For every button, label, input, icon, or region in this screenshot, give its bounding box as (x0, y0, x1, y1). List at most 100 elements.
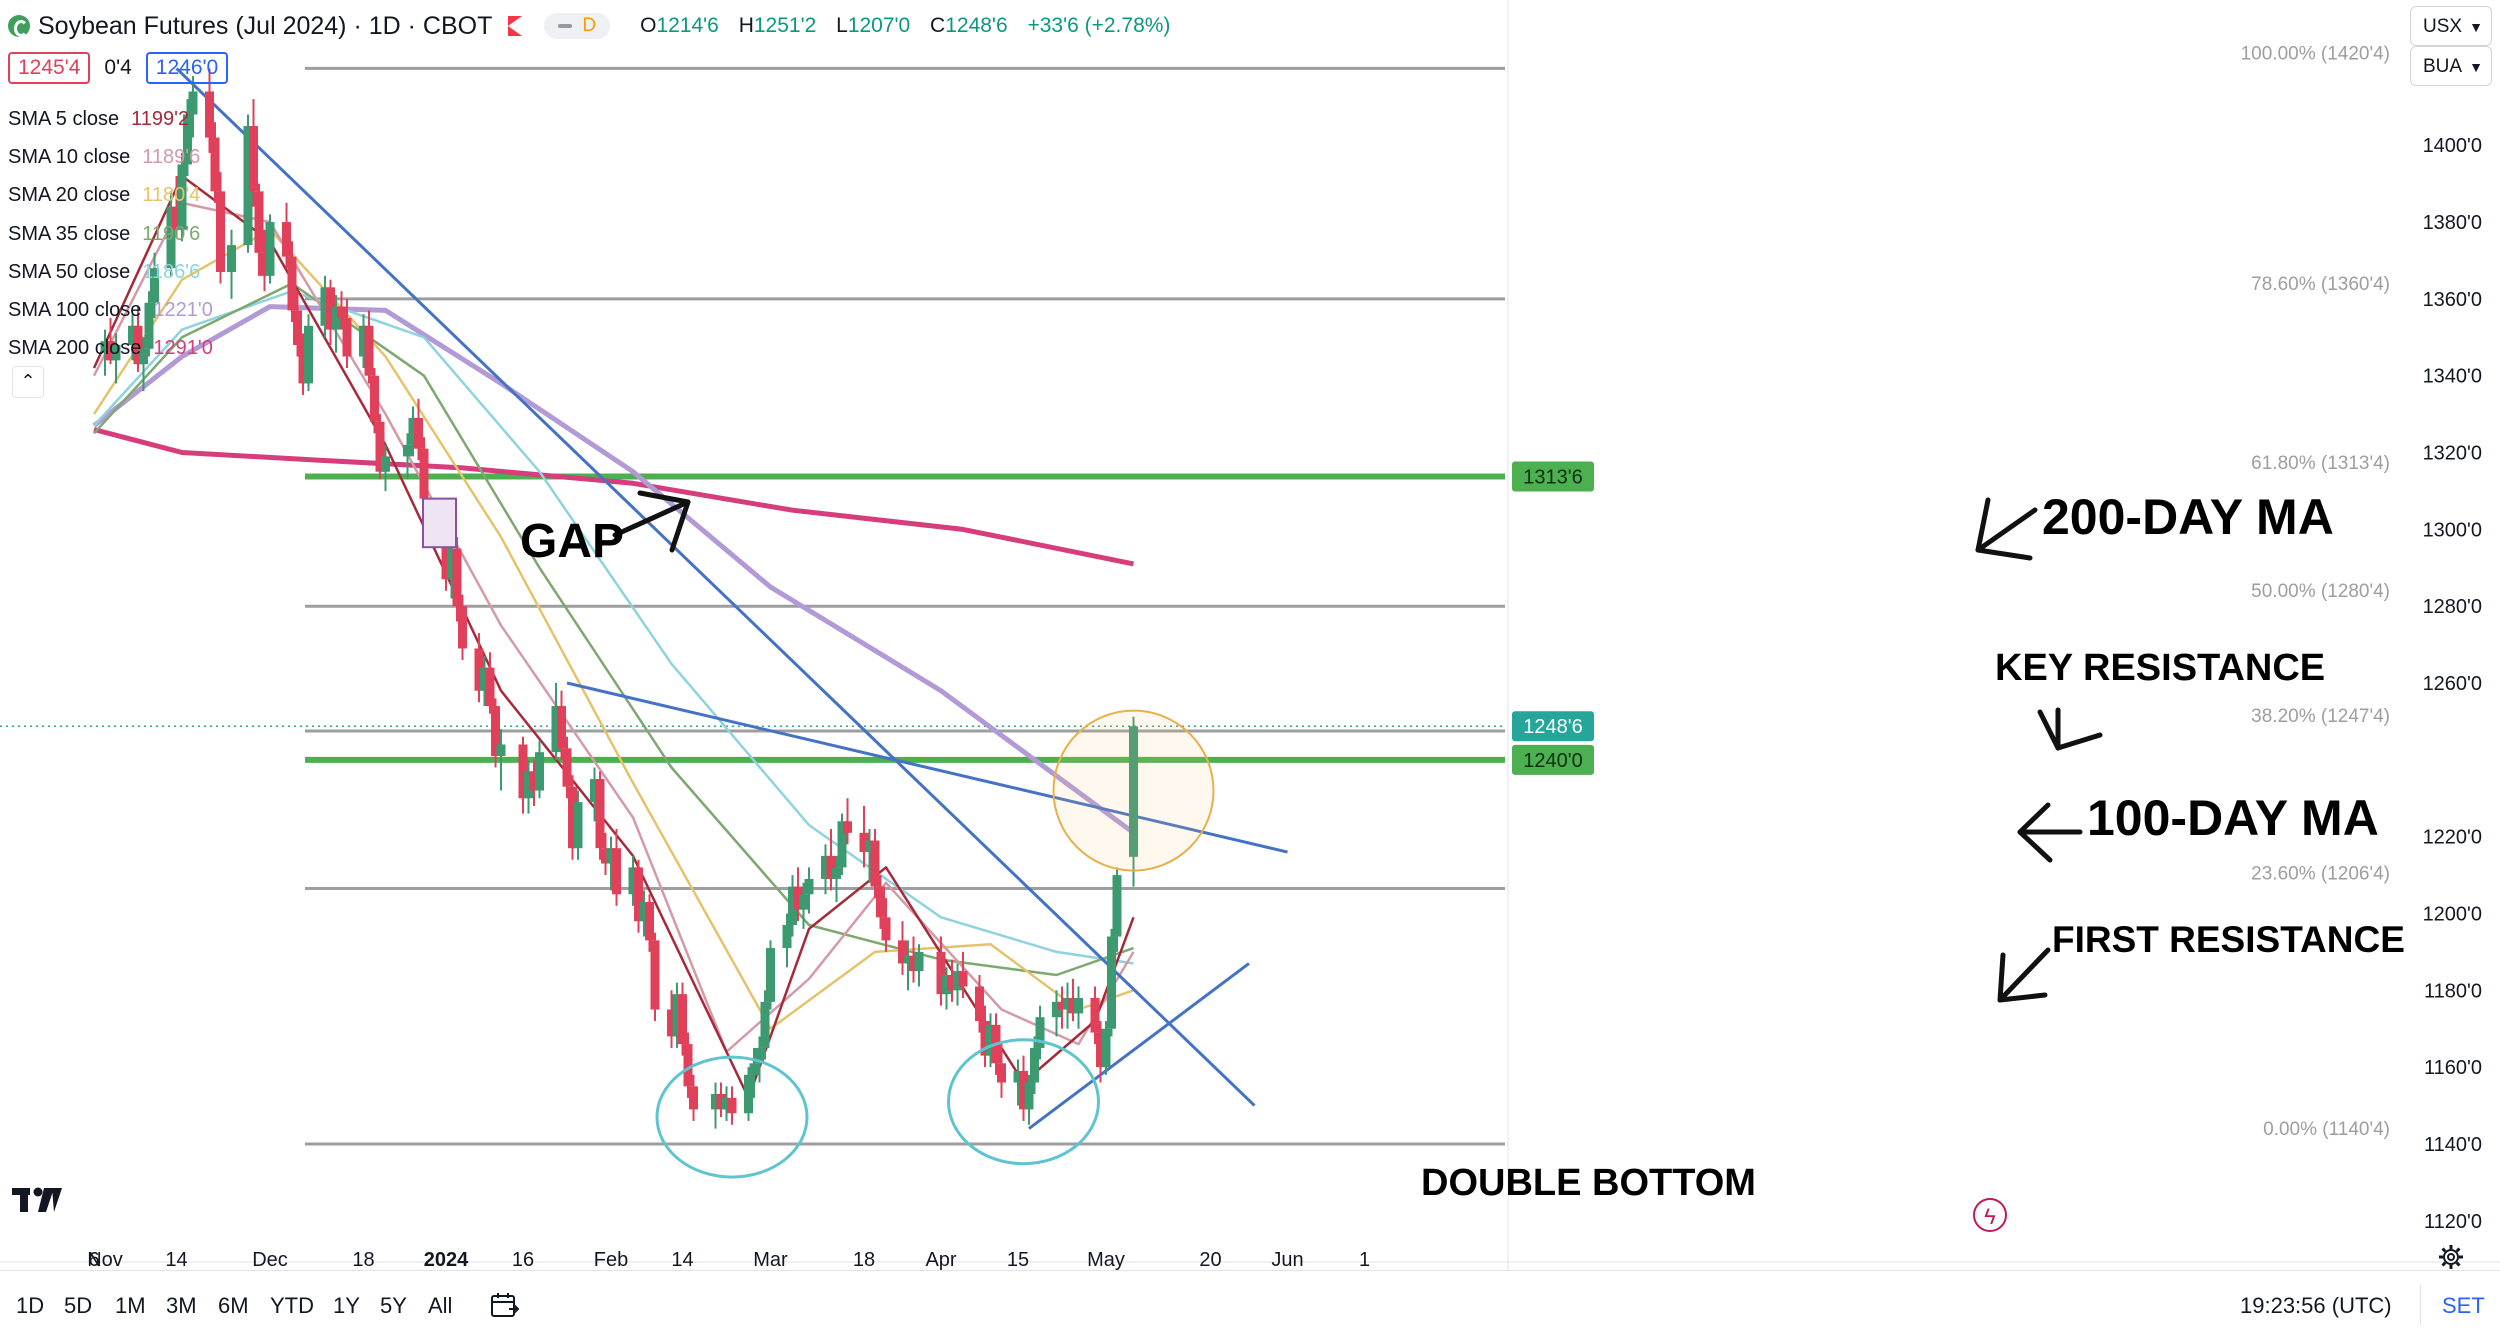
legend-sma5[interactable]: SMA 5 close 1199'2 (8, 108, 190, 130)
candle-body (722, 1097, 731, 1110)
time-tick-label: 6 (88, 1249, 99, 1270)
candle-body (551, 706, 561, 753)
legend-sma10[interactable]: SMA 10 close 1189'6 (8, 146, 201, 169)
candle-body (403, 444, 412, 457)
candle-body (1101, 1028, 1111, 1068)
fib-level-label: 61.80% (1313'4) (2251, 453, 2390, 474)
currency-label: USX (2423, 16, 2463, 37)
candle-body (837, 821, 847, 868)
range-5d-button[interactable]: 5D (64, 1293, 93, 1318)
candle-body (986, 1024, 995, 1056)
candle-body (100, 341, 110, 353)
candle-body (188, 91, 198, 115)
annotation-gap: GAP (520, 515, 625, 568)
price-chart[interactable]: 100.00% (1420'4) 78.60% (1360'4) 61.80% (1… (0, 0, 2500, 1270)
candle-body (419, 448, 429, 499)
bottom-toolbar: 1D 5D 1M 3M 6M YTD 1Y 5Y All 19:23:56 (U… (0, 1270, 2500, 1343)
range-5y-button[interactable]: 5Y (380, 1293, 407, 1318)
tradingview-logo-icon[interactable] (12, 1186, 64, 1214)
unit-select[interactable]: BUA ▼ (2410, 46, 2492, 86)
fib-level-label: 0.00% (1140'4) (2263, 1119, 2390, 1140)
double-bottom-circle-left (655, 1055, 809, 1179)
candle-body (766, 948, 775, 1002)
candle-body (1030, 1047, 1039, 1083)
candle-body (793, 886, 803, 910)
price-tag (1512, 711, 1594, 742)
candle-body (304, 325, 313, 384)
time-tick-label: May (1087, 1249, 1125, 1270)
price-tick-label: 1220'0 (2423, 827, 2482, 849)
price-tick-label: 1280'0 (2423, 596, 2482, 618)
candle-body (265, 222, 275, 276)
calendar-icon[interactable] (490, 1291, 520, 1319)
candle-body (876, 886, 885, 918)
price-tick-label: 1300'0 (2423, 519, 2482, 541)
sma-line (92, 228, 1134, 1030)
utc-clock[interactable]: 19:23:56 (UTC) (2240, 1293, 2392, 1318)
chevron-down-icon: ▼ (2469, 19, 2483, 35)
candle-body (342, 318, 352, 357)
candle-body (870, 840, 880, 887)
candle-body (183, 114, 192, 165)
gear-icon[interactable] (2438, 1244, 2464, 1270)
fib-level-label: 100.00% (1420'4) (2241, 43, 2390, 64)
candle-body (557, 706, 566, 749)
ask-price-button[interactable]: 1246'0 (145, 52, 229, 84)
legend-sma20[interactable]: SMA 20 close 1180'4 (8, 184, 201, 207)
candle-body (337, 306, 346, 319)
legend-sma35[interactable]: SMA 35 close 1190'6 (8, 222, 201, 245)
bid-price-button[interactable]: 1245'4 (8, 52, 91, 84)
first-resistance-arrow-shaft (1997, 947, 2051, 1003)
gap-arrow-shaft (612, 499, 691, 538)
candle-body (254, 191, 264, 253)
legend-sma50[interactable]: SMA 50 close 1186'6 (8, 260, 201, 283)
candle-body (788, 886, 797, 926)
price-tag-label: 1240'0 (1523, 750, 1582, 772)
range-1m-button[interactable]: 1M (115, 1293, 146, 1318)
chevron-down-icon: ▼ (2469, 59, 2483, 75)
flag-icon[interactable] (508, 16, 523, 36)
candle-body (381, 456, 390, 472)
trendline (175, 67, 1256, 1107)
low-value: 1207'0 (847, 14, 911, 37)
unit-label: BUA (2423, 56, 2463, 77)
candle-body (1019, 1070, 1028, 1110)
bolt-icon[interactable]: ϟ (1973, 1198, 2007, 1232)
sma-line (93, 427, 1134, 567)
range-all-button[interactable]: All (428, 1293, 453, 1318)
range-6m-button[interactable]: 6M (218, 1293, 249, 1318)
candle-body (634, 867, 643, 922)
candle-body (1057, 1001, 1067, 1010)
time-tick-label: 2024 (424, 1249, 469, 1270)
candle-body (628, 867, 638, 895)
range-ytd-button[interactable]: YTD (270, 1293, 314, 1318)
candle-body (755, 1047, 764, 1064)
candle-body (1068, 998, 1078, 1014)
candle-body (744, 1074, 753, 1114)
chart-title[interactable]: Soybean Futures (Jul 2024) · 1D · CBOT (38, 11, 493, 40)
range-3m-button[interactable]: 3M (166, 1293, 197, 1318)
candle-body (320, 287, 330, 326)
interval-badge[interactable]: D (544, 13, 611, 39)
candle-body (711, 1094, 720, 1110)
candle-body (859, 832, 869, 853)
candle-body (139, 348, 148, 365)
currency-select[interactable]: USX ▼ (2410, 6, 2492, 46)
sma-line (92, 174, 1135, 1100)
range-1d-button[interactable]: 1D (16, 1293, 45, 1318)
session-set-button[interactable]: SET (2442, 1293, 2485, 1318)
ma200-arrow-shaft (1975, 507, 2038, 553)
legend-sma200[interactable]: SMA 200 close 1291'0 (8, 337, 213, 360)
range-1y-button[interactable]: 1Y (333, 1293, 360, 1318)
trendline (1028, 962, 1250, 1130)
candle-body (106, 341, 115, 361)
price-tag (1512, 461, 1594, 492)
candle-body (518, 744, 528, 799)
symbol-logo-icon[interactable] (8, 15, 30, 37)
collapse-legend-button[interactable]: ⌃ (12, 366, 44, 398)
sma-line (93, 282, 1134, 977)
price-tick-label: 1400'0 (2423, 135, 2482, 157)
candle-body (491, 706, 500, 756)
candle-body (111, 344, 121, 361)
legend-sma100[interactable]: SMA 100 close 1221'0 (8, 299, 213, 322)
